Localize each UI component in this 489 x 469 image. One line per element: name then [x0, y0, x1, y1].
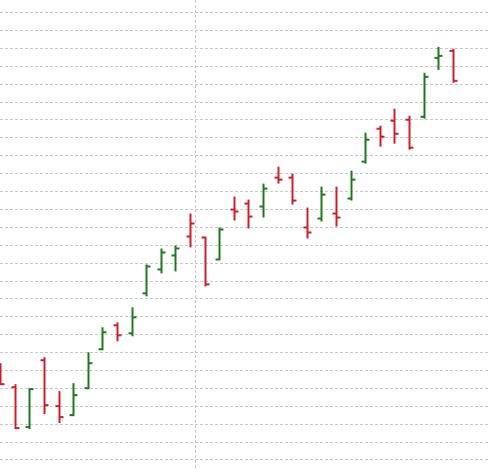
ohlc-bar: [274, 166, 283, 184]
ohlc-bar: [171, 245, 180, 272]
ohlc-bar: [317, 186, 326, 222]
ohlc-bar: [376, 125, 385, 147]
ohlc-bar: [128, 307, 137, 337]
ohlc-bar: [303, 207, 312, 239]
ohlc-bar: [157, 248, 166, 274]
ohlc-bar: [347, 170, 356, 201]
ohlc-bar: [0, 363, 5, 386]
ohlc-bar: [40, 357, 49, 415]
ohlc-bar: [113, 322, 122, 342]
ohlc-bar: [288, 173, 297, 205]
ohlc-bar: [434, 46, 443, 70]
ohlc-bar: [11, 384, 20, 430]
ohlc-bar: [449, 48, 458, 83]
ohlc-bar: [98, 327, 107, 351]
ohlc-bar: [201, 236, 210, 287]
ohlc-bar: [420, 72, 429, 119]
ohlc-bar: [405, 115, 414, 150]
ohlc-bar: [390, 108, 399, 144]
ohlc-bar: [215, 227, 224, 261]
ohlc-bar: [55, 391, 64, 424]
ohlc-bar: [69, 383, 78, 417]
ohlc-bar: [332, 186, 341, 227]
ohlc-bar: [244, 199, 253, 229]
chart-marks: [0, 46, 458, 430]
ohlc-bar: [186, 213, 195, 248]
ohlc-bar: [361, 132, 370, 164]
ohlc-bar: [25, 388, 34, 430]
ohlc-bar: [142, 264, 151, 297]
ohlc-bar: [230, 196, 239, 221]
ohlc-bar: [84, 352, 93, 390]
ohlc-bar: [259, 183, 268, 218]
